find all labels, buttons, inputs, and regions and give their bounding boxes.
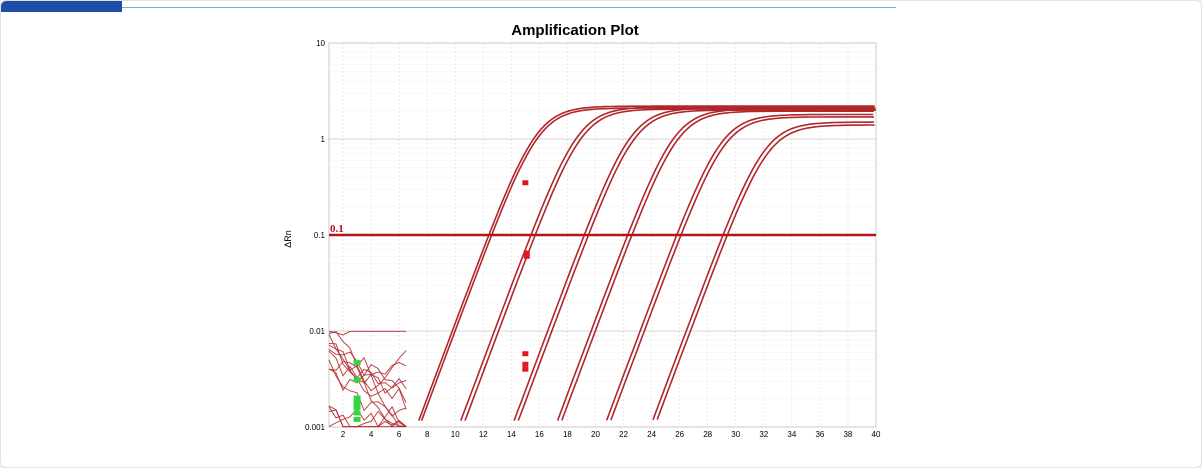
- baseline-marker: [353, 416, 361, 422]
- amplification-curve: [561, 110, 874, 421]
- amplification-curve: [513, 107, 876, 421]
- amplification-curve: [556, 108, 874, 421]
- noise-trace: [328, 349, 407, 403]
- x-tick-label: 4: [369, 430, 374, 439]
- header-accent-bar: [1, 1, 122, 12]
- ct-marker: [523, 250, 530, 256]
- noise-trace: [328, 409, 407, 428]
- x-tick-label: 20: [591, 430, 600, 439]
- ct-marker: [522, 366, 529, 372]
- noise-trace: [328, 350, 407, 389]
- baseline-marker: [353, 377, 361, 383]
- baseline-marker: [353, 410, 361, 416]
- y-tick-label: 1: [321, 135, 326, 144]
- amplification-curve: [652, 121, 874, 421]
- noise-trace: [328, 334, 407, 428]
- threshold[interactable]: 0.1: [329, 223, 876, 237]
- x-tick-label: 38: [843, 430, 852, 439]
- x-tick-label: 30: [731, 430, 740, 439]
- amplification-curve: [605, 113, 874, 421]
- amplification-curve: [460, 106, 875, 421]
- x-tick-label: 16: [535, 430, 544, 439]
- x-tick-label: 2: [341, 430, 346, 439]
- baseline-noise: [328, 330, 407, 428]
- amplification-curves: [418, 105, 876, 421]
- amplification-curve: [610, 116, 874, 421]
- markers: [353, 180, 530, 422]
- x-tick-label: 40: [872, 430, 881, 439]
- header-rule: [1, 7, 896, 8]
- noise-trace: [328, 408, 407, 428]
- x-tick-label: 24: [647, 430, 656, 439]
- amplification-curve: [517, 109, 876, 421]
- x-tick-label: 32: [759, 430, 768, 439]
- x-tick-label: 12: [479, 430, 488, 439]
- x-tick-label: 22: [619, 430, 628, 439]
- y-tick-label: 0.01: [309, 327, 325, 336]
- x-tick-label: 18: [563, 430, 572, 439]
- y-tick-label: 10: [316, 39, 325, 48]
- x-tick-label: 8: [425, 430, 430, 439]
- threshold-label: 0.1: [330, 223, 344, 235]
- x-tick-label: 34: [787, 430, 796, 439]
- y-tick-label: 0.001: [305, 423, 326, 432]
- noise-trace: [328, 360, 407, 385]
- x-tick-label: 14: [507, 430, 516, 439]
- baseline-marker: [353, 399, 361, 405]
- x-axis-ticks: 2 4 6 8 10 12 14 16 18 20 22 24 26 28 30 32 34 36 38 40: [341, 430, 881, 439]
- baseline-marker: [353, 359, 361, 365]
- x-tick-label: 10: [451, 430, 460, 439]
- amplification-curve: [418, 105, 875, 421]
- noise-trace: [328, 342, 407, 410]
- amplification-curve: [656, 124, 875, 420]
- y-tick-label: 0.1: [314, 231, 326, 240]
- baseline-marker: [353, 395, 361, 401]
- ct-marker: [522, 361, 529, 367]
- x-tick-label: 36: [815, 430, 824, 439]
- noise-trace: [328, 359, 407, 417]
- noise-trace: [328, 330, 407, 336]
- baseline-marker: [353, 404, 361, 410]
- y-axis-label: ΔRn: [283, 230, 293, 248]
- y-axis-ticks: 10 1 0.1 0.01 0.001: [305, 39, 326, 432]
- ct-marker: [522, 180, 529, 186]
- x-tick-label: 26: [675, 430, 684, 439]
- ct-marker: [523, 253, 530, 259]
- ct-marker: [522, 351, 529, 357]
- noise-trace: [328, 368, 407, 395]
- noise-trace: [328, 344, 407, 392]
- x-tick-label: 28: [703, 430, 712, 439]
- noise-trace: [328, 331, 407, 428]
- chart-title: Amplification Plot: [511, 22, 639, 39]
- x-tick-label: 6: [397, 430, 402, 439]
